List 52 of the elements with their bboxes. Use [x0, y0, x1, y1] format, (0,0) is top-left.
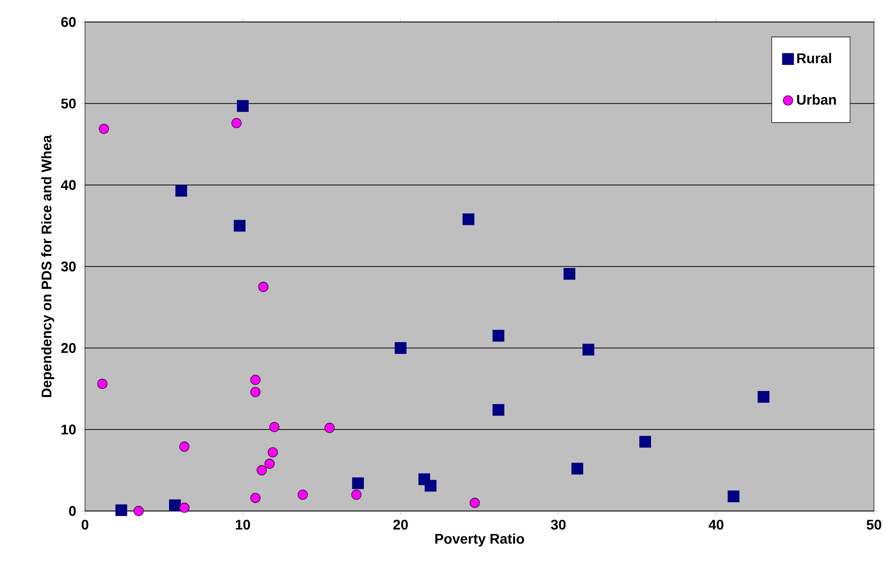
- y-tick-label: 10: [62, 424, 76, 434]
- point: [236, 100, 249, 112]
- point: [169, 499, 181, 512]
- point: [424, 480, 436, 492]
- point: [298, 490, 308, 500]
- point: [269, 422, 280, 432]
- y-axis-title: Dependency on PDS for Rice and Whea: [41, 134, 54, 398]
- point: [98, 124, 110, 134]
- point: [462, 213, 474, 226]
- x-tick-label: 30: [550, 520, 566, 530]
- legend-label: Rural: [797, 52, 832, 64]
- point: [492, 330, 504, 342]
- point: [758, 391, 770, 403]
- point: [250, 492, 260, 504]
- y-tick-label: 60: [61, 17, 76, 27]
- point: [234, 220, 246, 232]
- point: [264, 458, 275, 469]
- point: [470, 498, 480, 508]
- point: [250, 386, 260, 398]
- legend-label: Urban: [797, 94, 836, 105]
- y-tick-label: 40: [60, 180, 76, 190]
- point: [564, 268, 576, 280]
- point: [179, 502, 190, 513]
- point: [179, 442, 190, 452]
- point: [582, 344, 594, 356]
- point: [258, 282, 268, 292]
- point: [351, 490, 362, 500]
- point: [394, 342, 406, 354]
- y-tick-label: 0: [69, 506, 76, 516]
- point: [492, 404, 504, 416]
- point: [728, 490, 740, 502]
- point: [231, 118, 242, 128]
- point: [256, 465, 267, 476]
- x-tick-label: 40: [708, 520, 724, 530]
- point: [97, 378, 108, 389]
- x-tick-label: 20: [393, 520, 408, 530]
- x-tick-label: 10: [236, 520, 250, 530]
- x-tick-label: 0: [82, 520, 88, 530]
- x-tick-label: 50: [866, 520, 882, 530]
- y-tick-label: 20: [61, 343, 76, 353]
- y-tick-label: 50: [61, 98, 76, 108]
- point: [639, 436, 652, 448]
- point: [324, 422, 335, 433]
- point: [134, 506, 144, 516]
- x-axis-title: Poverty Ratio: [435, 533, 524, 547]
- y-tick-label: 30: [61, 262, 76, 272]
- point: [352, 477, 364, 490]
- point: [571, 462, 584, 474]
- point: [250, 374, 260, 385]
- point: [268, 447, 278, 458]
- point: [175, 184, 188, 197]
- point: [115, 504, 128, 516]
